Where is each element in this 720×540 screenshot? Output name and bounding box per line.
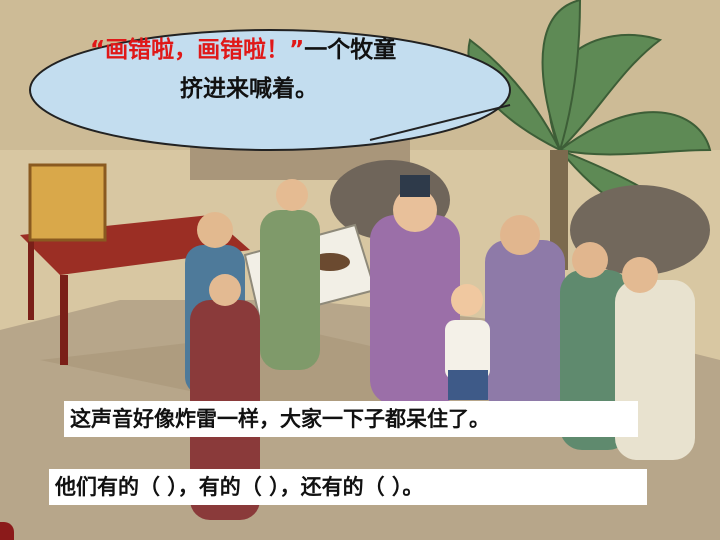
quote-red-text: 画错啦，画错啦！”: [105, 37, 305, 63]
caption-sentence: 这声音好像炸雷一样，大家一下子都呆住了。: [64, 401, 638, 437]
corner-decoration: [0, 522, 14, 540]
quote-open: “: [90, 37, 106, 63]
speech-line-2: 挤进来喊着。: [180, 76, 318, 102]
quote-line1-rest: 一个牧童: [304, 37, 397, 63]
speech-bubble: [29, 29, 511, 151]
caption-exercise: 他们有的（ ），有的（ ），还有的（ ）。: [49, 469, 647, 505]
speech-line-1: “画错啦，画错啦！”一个牧童: [90, 34, 396, 66]
